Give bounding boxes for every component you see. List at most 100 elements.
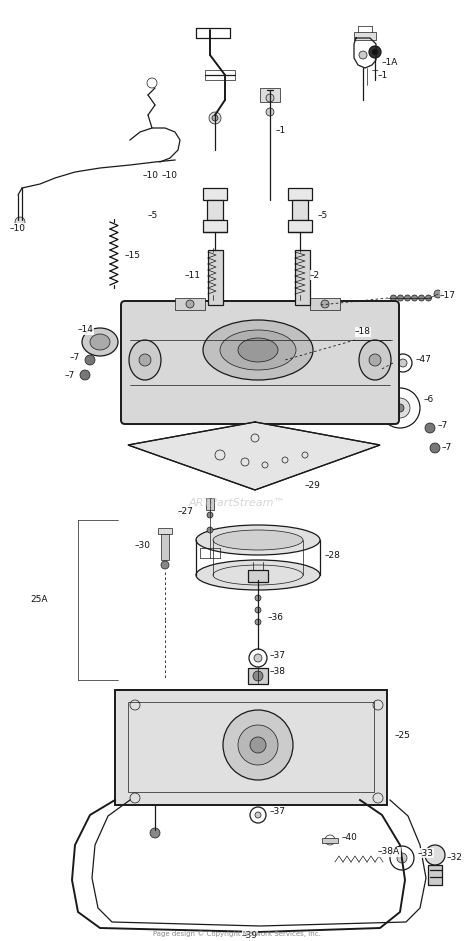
Circle shape [250, 737, 266, 753]
Circle shape [394, 354, 412, 372]
Circle shape [266, 108, 274, 116]
Text: –25: –25 [395, 730, 411, 740]
Text: –30: –30 [135, 540, 151, 550]
Circle shape [358, 337, 365, 343]
Circle shape [207, 512, 213, 518]
Bar [208, 250, 223, 305]
Circle shape [321, 300, 329, 308]
Circle shape [369, 354, 381, 366]
Circle shape [404, 295, 410, 301]
Circle shape [255, 812, 261, 818]
Bar [288, 220, 312, 232]
Bar [203, 188, 227, 200]
Text: –7: –7 [442, 442, 452, 452]
Circle shape [161, 561, 169, 569]
Circle shape [411, 295, 418, 301]
Bar [206, 498, 214, 510]
Circle shape [249, 649, 267, 667]
Ellipse shape [220, 330, 296, 370]
FancyBboxPatch shape [121, 301, 399, 424]
Circle shape [397, 853, 407, 863]
Circle shape [419, 295, 425, 301]
Text: –5: –5 [148, 211, 158, 219]
Text: –6: –6 [424, 395, 434, 405]
Text: Page design © Copyright Network Services, Inc.: Page design © Copyright Network Services… [153, 931, 321, 937]
Circle shape [390, 846, 414, 870]
Circle shape [430, 443, 440, 453]
Ellipse shape [129, 340, 161, 380]
Bar [203, 220, 227, 232]
Ellipse shape [238, 338, 278, 362]
Circle shape [391, 295, 396, 301]
Circle shape [250, 807, 266, 823]
Bar [248, 668, 268, 684]
Text: –37: –37 [270, 807, 286, 817]
Bar [205, 70, 235, 80]
Ellipse shape [359, 340, 391, 380]
Bar [292, 200, 308, 220]
Text: –17: –17 [440, 291, 456, 299]
Circle shape [380, 388, 420, 428]
Bar [354, 32, 376, 40]
Circle shape [380, 337, 385, 343]
Circle shape [390, 398, 410, 418]
Text: –1: –1 [276, 125, 286, 135]
Circle shape [266, 94, 274, 102]
Text: –38A: –38A [378, 848, 400, 856]
Circle shape [399, 359, 407, 367]
Text: –7: –7 [70, 354, 80, 362]
Text: –10: –10 [10, 224, 26, 232]
Text: –33: –33 [418, 849, 434, 857]
Circle shape [212, 115, 218, 121]
Bar [310, 298, 340, 310]
Circle shape [255, 607, 261, 613]
Text: –28: –28 [325, 550, 341, 560]
Text: –5: –5 [318, 211, 328, 219]
Text: 25A: 25A [30, 596, 47, 604]
Bar [288, 188, 312, 200]
Bar [295, 250, 310, 305]
Circle shape [207, 527, 213, 533]
Circle shape [186, 300, 194, 308]
Circle shape [359, 51, 367, 59]
Bar [248, 570, 268, 582]
Text: –1: –1 [378, 71, 388, 79]
Text: –15: –15 [125, 250, 141, 260]
Bar [158, 528, 172, 534]
Text: –11: –11 [185, 270, 201, 279]
Text: –18: –18 [355, 327, 371, 337]
Circle shape [254, 654, 262, 662]
Circle shape [253, 671, 263, 681]
Ellipse shape [196, 560, 320, 590]
Circle shape [426, 295, 431, 301]
Text: –7: –7 [65, 371, 75, 379]
Ellipse shape [90, 334, 110, 350]
Text: –10: –10 [143, 170, 159, 180]
Circle shape [425, 845, 445, 865]
Circle shape [369, 46, 381, 58]
Text: –10: –10 [162, 170, 178, 180]
Bar [128, 702, 374, 792]
Bar [207, 200, 223, 220]
Circle shape [396, 404, 404, 412]
Bar [175, 298, 205, 310]
Circle shape [373, 337, 379, 343]
Circle shape [139, 354, 151, 366]
Bar [260, 88, 280, 102]
Text: –14: –14 [78, 326, 94, 334]
Text: –38: –38 [270, 667, 286, 677]
Bar [428, 865, 442, 885]
Circle shape [238, 725, 278, 765]
Text: ARTPartStream™: ARTPartStream™ [189, 499, 285, 508]
Text: –39: –39 [242, 931, 258, 939]
Ellipse shape [82, 328, 118, 356]
Text: –27: –27 [178, 507, 194, 517]
Ellipse shape [196, 525, 320, 555]
Circle shape [372, 49, 378, 55]
Circle shape [15, 217, 25, 227]
Circle shape [223, 710, 293, 780]
Circle shape [255, 595, 261, 601]
Ellipse shape [213, 530, 303, 550]
Circle shape [209, 112, 221, 124]
Circle shape [255, 619, 261, 625]
